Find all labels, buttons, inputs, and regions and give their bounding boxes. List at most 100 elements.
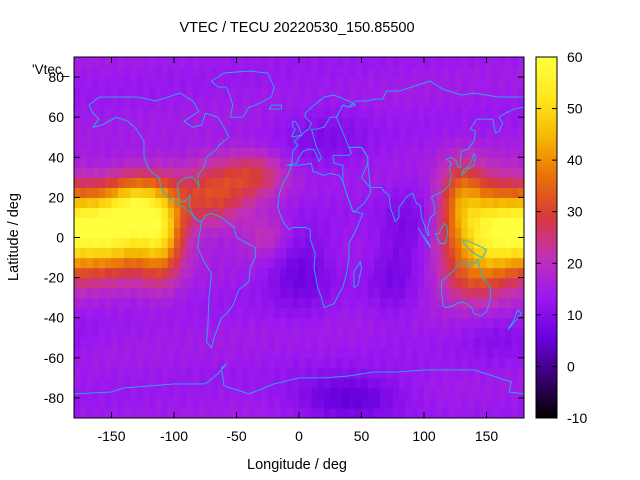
heatmap-cell <box>211 107 219 118</box>
heatmap-cell <box>74 407 81 418</box>
heatmap-cell <box>380 397 388 409</box>
heatmap-cell <box>117 407 125 418</box>
heatmap-cell <box>449 137 456 148</box>
heatmap-cell <box>161 117 169 128</box>
heatmap-cell <box>336 407 344 418</box>
heatmap-cell <box>505 387 513 399</box>
heatmap-cell <box>374 187 381 198</box>
heatmap-cell <box>411 237 419 249</box>
heatmap-cell <box>386 187 394 198</box>
heatmap-cell <box>449 207 456 219</box>
colorbar-tick-label: 0 <box>567 358 575 374</box>
heatmap-cell <box>330 147 338 158</box>
heatmap-cell <box>267 147 275 158</box>
heatmap-cell <box>111 97 119 108</box>
heatmap-cell <box>280 97 288 108</box>
heatmap-cell <box>224 107 231 118</box>
heatmap-cell <box>486 307 494 319</box>
heatmap-cell <box>267 117 275 128</box>
heatmap-cell <box>86 327 94 339</box>
heatmap-cell <box>174 357 181 369</box>
heatmap-cell <box>492 167 500 178</box>
heatmap-cell <box>192 127 200 138</box>
heatmap-cell <box>467 347 475 359</box>
heatmap-cell <box>174 217 181 229</box>
heatmap-cell <box>124 107 131 118</box>
heatmap-cell <box>467 277 475 289</box>
heatmap-cell <box>249 377 256 389</box>
heatmap-cell <box>249 107 256 118</box>
heatmap-cell <box>361 377 369 389</box>
heatmap-cell <box>167 357 175 369</box>
heatmap-cell <box>280 67 288 78</box>
heatmap-cell <box>130 57 138 68</box>
heatmap-cell <box>442 97 450 108</box>
heatmap-cell <box>411 107 419 118</box>
heatmap-cell <box>492 357 500 369</box>
heatmap-cell <box>336 97 344 108</box>
heatmap-cell <box>130 157 138 168</box>
heatmap-cell <box>80 377 88 389</box>
heatmap-cell <box>492 297 500 309</box>
heatmap-cell <box>105 407 113 418</box>
heatmap-cell <box>430 157 438 168</box>
heatmap-cell <box>205 97 213 108</box>
heatmap-cell <box>111 77 119 88</box>
heatmap-cell <box>455 347 463 359</box>
heatmap-cell <box>449 117 456 128</box>
heatmap-cell <box>142 197 150 209</box>
heatmap-cell <box>86 217 94 229</box>
heatmap-cell <box>124 287 131 299</box>
heatmap-cell <box>324 107 331 118</box>
heatmap-cell <box>186 387 194 399</box>
heatmap-cell <box>349 77 356 88</box>
heatmap-cell <box>80 137 88 148</box>
heatmap-cell <box>80 207 88 219</box>
heatmap-cell <box>386 287 394 299</box>
heatmap-cell <box>374 107 381 118</box>
heatmap-cell <box>486 117 494 128</box>
heatmap-cell <box>480 77 488 88</box>
heatmap-cell <box>355 337 363 349</box>
heatmap-cell <box>80 337 88 349</box>
heatmap-cell <box>224 177 231 188</box>
heatmap-cell <box>461 87 469 98</box>
heatmap-cell <box>142 307 150 319</box>
heatmap-cell <box>436 217 444 229</box>
heatmap-cell <box>336 257 344 269</box>
x-axis-ticks: -150 -100 -50 0 50 100 150 <box>97 57 498 444</box>
heatmap-cell <box>467 117 475 128</box>
heatmap-cell <box>411 57 419 68</box>
heatmap-cell <box>242 87 250 98</box>
heatmap-cell <box>455 237 463 249</box>
heatmap-cell <box>480 217 488 229</box>
heatmap-cell <box>317 117 325 128</box>
heatmap-cell <box>374 357 381 369</box>
heatmap-cell <box>374 257 381 269</box>
heatmap-cell <box>242 67 250 78</box>
heatmap-cell <box>480 337 488 349</box>
heatmap-cell <box>299 57 306 68</box>
heatmap-cell <box>199 107 206 118</box>
heatmap-cell <box>405 157 413 168</box>
heatmap-cell <box>255 137 263 148</box>
heatmap-cell <box>367 377 375 389</box>
heatmap-cell <box>167 67 175 78</box>
heatmap-cell <box>299 127 306 138</box>
heatmap-cell <box>480 157 488 168</box>
heatmap-cell <box>274 67 281 78</box>
heatmap-cell <box>92 147 100 158</box>
heatmap-cell <box>149 227 156 239</box>
heatmap-cell <box>436 77 444 88</box>
heatmap-cell <box>330 167 338 178</box>
heatmap-cell <box>267 297 275 309</box>
heatmap-cell <box>324 227 331 239</box>
heatmap-cell <box>480 387 488 399</box>
heatmap-cell <box>117 177 125 188</box>
heatmap-cell <box>155 167 163 178</box>
heatmap-cell <box>417 257 425 269</box>
y-tick-label: 60 <box>48 109 64 125</box>
heatmap-cell <box>399 337 406 349</box>
heatmap-cell <box>449 77 456 88</box>
heatmap-cell <box>142 327 150 339</box>
